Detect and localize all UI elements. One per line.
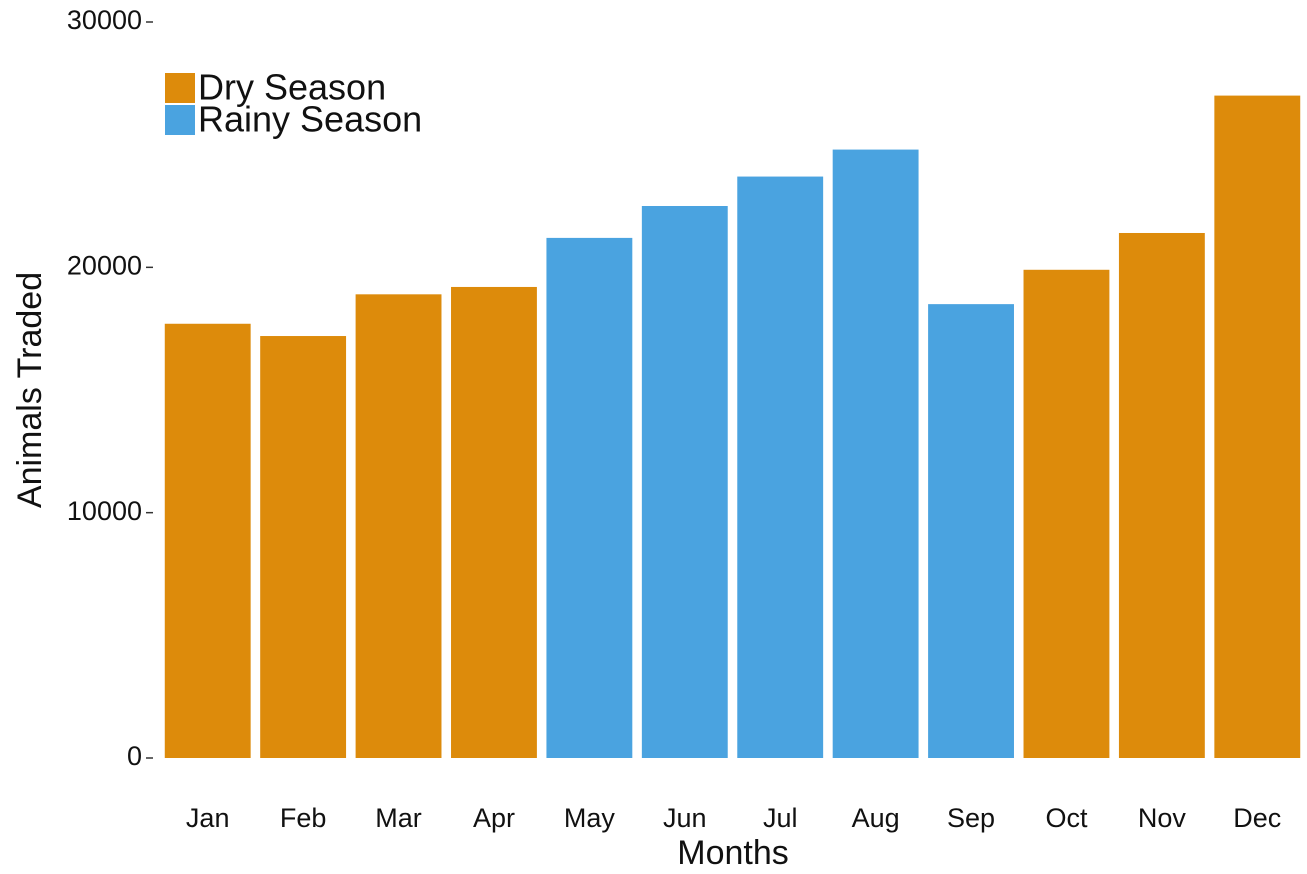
- y-axis-title: Animals Traded: [11, 272, 49, 508]
- y-tick-label: 20000: [67, 250, 142, 280]
- y-tick-label: 10000: [67, 496, 142, 526]
- x-tick-label: May: [564, 803, 616, 833]
- legend-key: [165, 105, 195, 135]
- bar: [451, 286, 537, 758]
- legend-label: Dry Season: [198, 67, 386, 108]
- bar: [355, 294, 442, 758]
- x-tick-label: Dec: [1233, 803, 1281, 833]
- x-tick-label: Feb: [280, 803, 327, 833]
- bar: [260, 336, 347, 758]
- x-tick-label: Nov: [1138, 803, 1187, 833]
- bar: [546, 237, 633, 759]
- x-tick-label: Jul: [763, 803, 798, 833]
- bar: [832, 149, 919, 758]
- x-tick-label: Jan: [186, 803, 230, 833]
- bar: [1118, 232, 1205, 758]
- bar: [1023, 269, 1110, 758]
- bar: [737, 176, 824, 758]
- x-tick-label: Sep: [947, 803, 995, 833]
- legend-key: [165, 73, 195, 103]
- x-tick-label: Jun: [663, 803, 707, 833]
- bar: [164, 323, 251, 758]
- legend-label: Rainy Season: [198, 99, 422, 140]
- bar: [641, 206, 728, 758]
- y-tick-label: 0: [127, 741, 142, 771]
- bar: [1214, 95, 1301, 759]
- y-tick-label: 30000: [67, 5, 142, 35]
- x-tick-label: Mar: [375, 803, 422, 833]
- bar: [928, 304, 1014, 758]
- x-tick-label: Aug: [852, 803, 900, 833]
- x-tick-label: Apr: [473, 803, 515, 833]
- x-axis-title: Months: [677, 834, 789, 872]
- x-tick-label: Oct: [1045, 803, 1088, 833]
